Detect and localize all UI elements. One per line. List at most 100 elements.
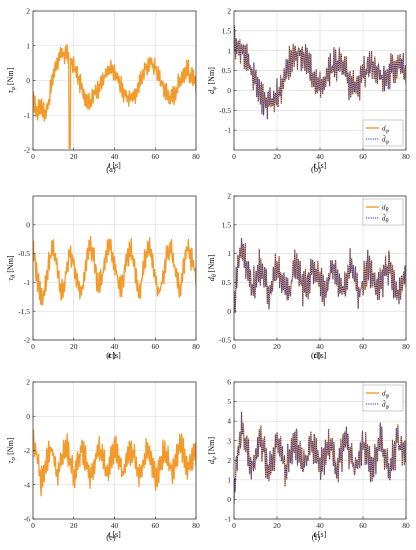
panel-caption: (b) <box>311 164 321 174</box>
panel-caption: (c) <box>106 350 116 360</box>
legend-box <box>362 119 404 147</box>
series-line-2 <box>234 238 406 314</box>
x-tick-label: 20 <box>70 152 78 161</box>
series-line-1 <box>33 429 196 497</box>
y-tick-label: 1.5 <box>222 220 232 229</box>
series-line-2 <box>234 25 406 119</box>
x-axis-label: t [s] <box>314 530 327 539</box>
x-tick-label: 20 <box>273 521 281 530</box>
y-tick-label: 0 <box>26 220 30 229</box>
y-tick-label: 2 <box>227 7 231 16</box>
panel-caption: (a) <box>106 164 116 174</box>
y-tick-label: -1.5 <box>18 307 30 316</box>
y-axis-label: dψ [Nm] <box>207 437 218 464</box>
x-axis-label: t [s] <box>314 351 327 360</box>
legend-box <box>362 384 404 412</box>
y-tick-label: -1 <box>225 126 231 135</box>
x-tick-label: 80 <box>402 152 410 161</box>
x-tick-label: 80 <box>402 342 410 351</box>
y-axis-label: τφ [Nm] <box>6 67 17 93</box>
y-tick-label: -1 <box>24 111 30 120</box>
series-line-1 <box>33 44 196 149</box>
y-tick-label: 1.5 <box>222 26 232 35</box>
x-tick-label: 0 <box>232 152 236 161</box>
x-axis-label: t [s] <box>314 161 327 170</box>
y-tick-label: 0 <box>227 307 231 316</box>
legend-box <box>362 198 404 226</box>
y-tick-label: 1 <box>26 41 30 50</box>
legend-entry: d̂θ <box>382 215 389 225</box>
y-tick-label: 1 <box>227 475 231 484</box>
y-tick-label: 0 <box>227 495 231 504</box>
y-tick-label: 4 <box>227 417 231 426</box>
x-tick-label: 60 <box>152 521 160 530</box>
x-tick-label: 20 <box>273 152 281 161</box>
y-tick-label: -6 <box>24 515 30 524</box>
y-axis-label: τθ [Nm] <box>6 255 17 280</box>
x-tick-label: 60 <box>152 152 160 161</box>
y-tick-label: 1 <box>227 46 231 55</box>
legend: dψd̂ψ <box>362 384 404 412</box>
y-tick-label: 2 <box>26 7 30 16</box>
y-tick-label: -4 <box>24 480 30 489</box>
y-tick-label: -1 <box>24 278 30 287</box>
x-tick-label: 0 <box>232 521 236 530</box>
x-tick-label: 20 <box>273 342 281 351</box>
y-tick-label: -0.5 <box>219 336 231 345</box>
y-tick-label: 5 <box>227 397 231 406</box>
y-tick-label: -1 <box>225 515 231 524</box>
y-tick-label: -2 <box>24 336 30 345</box>
legend-entry: d̂φ <box>382 136 390 146</box>
series-line-2 <box>234 411 406 504</box>
panel-caption: (d) <box>311 350 321 360</box>
x-tick-label: 0 <box>31 152 35 161</box>
x-tick-label: 40 <box>316 152 324 161</box>
y-tick-label: 0.5 <box>222 66 232 75</box>
x-tick-label: 0 <box>31 342 35 351</box>
y-tick-label: -0.5 <box>219 106 231 115</box>
chart-panel-e: 0 20 40 60 80 -6 -4 -2 0 2 t [s] τψ [Nm] (e) <box>6 378 200 542</box>
x-tick-label: 20 <box>70 521 78 530</box>
chart-panel-d: 0 20 40 60 80-0.500.511.52t [s]dθ [Nm](d)dθd… <box>207 192 410 360</box>
x-axis-label: t [s] <box>108 161 121 170</box>
x-tick-label: 40 <box>316 521 324 530</box>
y-tick-label: 2 <box>26 378 30 387</box>
x-tick-label: 40 <box>111 152 119 161</box>
panel-caption: (f) <box>312 532 321 542</box>
y-tick-label: 0.5 <box>222 278 232 287</box>
x-tick-label: 0 <box>232 342 236 351</box>
y-tick-label: 2 <box>227 456 231 465</box>
y-tick-label: 2 <box>227 192 231 201</box>
x-tick-label: 60 <box>152 342 160 351</box>
x-tick-label: 80 <box>402 521 410 530</box>
x-tick-label: 60 <box>359 342 367 351</box>
x-tick-label: 40 <box>316 342 324 351</box>
x-axis-label: t [s] <box>108 351 121 360</box>
x-tick-label: 60 <box>359 521 367 530</box>
x-tick-label: 80 <box>192 342 200 351</box>
legend: dφd̂φ <box>362 119 404 147</box>
chart-panel-a: 0 20 40 60 80 -2 -1 0 1 2 t [s] τφ [Nm] (a) <box>6 7 200 174</box>
y-tick-label: 0 <box>227 86 231 95</box>
y-axis-label: dφ [Nm] <box>207 67 218 94</box>
y-tick-label: 3 <box>227 436 231 445</box>
x-tick-label: 40 <box>111 342 119 351</box>
chart-panel-c: 0 20 40 60 80 -2 -1.5 -1 -0.5 0 t [s] τθ [Nm] (c) <box>6 195 200 360</box>
y-axis-label: τψ [Nm] <box>6 437 17 463</box>
legend-entry: dθ <box>382 204 389 214</box>
series-line-1 <box>33 236 196 306</box>
panel-caption: (e) <box>106 532 116 542</box>
x-tick-label: 60 <box>359 152 367 161</box>
legend-entry: d̂ψ <box>382 401 390 411</box>
x-tick-label: 40 <box>111 521 119 530</box>
y-tick-label: -0.5 <box>18 249 30 258</box>
y-tick-label: 1 <box>227 249 231 258</box>
legend-entry: dψ <box>382 390 390 400</box>
y-tick-label: -2 <box>24 446 30 455</box>
x-tick-label: 80 <box>192 152 200 161</box>
x-tick-label: 0 <box>31 521 35 530</box>
y-axis-label: dθ [Nm] <box>207 255 218 282</box>
y-tick-label: 0 <box>26 412 30 421</box>
